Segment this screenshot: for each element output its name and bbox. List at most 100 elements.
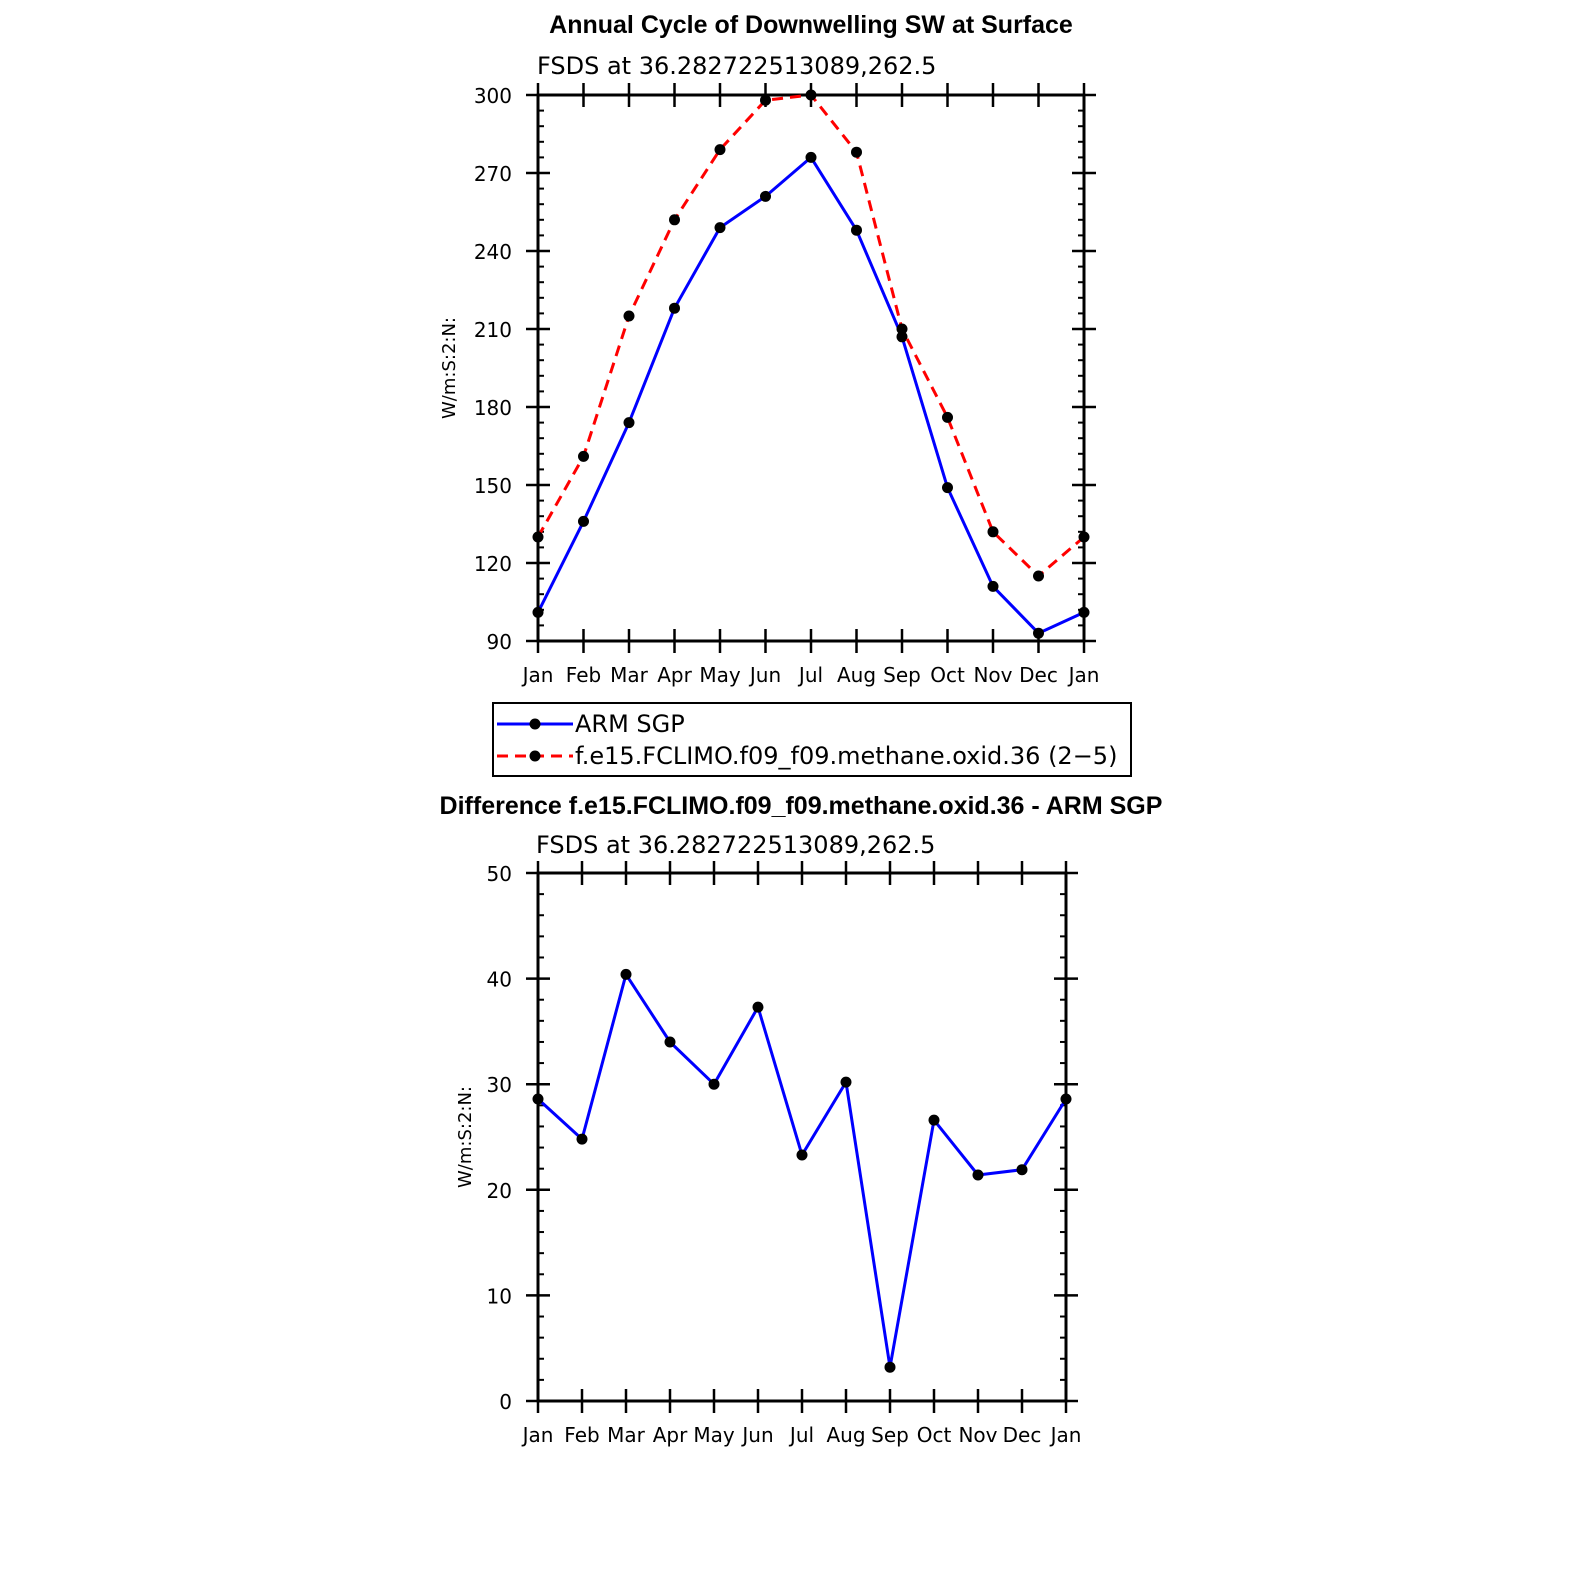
data-point [851,146,862,158]
data-point [796,1149,808,1161]
x-tick-label: Apr [653,1423,688,1447]
data-point [1078,531,1090,543]
legend-marker-arm [529,718,541,730]
x-tick-label: Jan [1049,1423,1082,1447]
data-point [987,526,999,538]
x-tick-label: Feb [564,1423,599,1447]
y-tick-label: 0 [499,1390,512,1414]
legend: ARM SGP f.e15.FCLIMO.f09_f09.methane.oxi… [492,702,1132,777]
data-point [1016,1164,1028,1176]
x-tick-label: Nov [973,663,1012,687]
data-point [1033,627,1044,639]
data-point [714,144,726,156]
x-tick-label: Jul [797,663,823,687]
data-point [884,1361,896,1373]
plot-frame [536,93,1086,643]
x-tick-label: Jul [788,1423,814,1447]
data-point [532,531,544,543]
x-tick-label: May [699,663,741,687]
y-tick-labels: 90 120 150 180 210 240 270 300 [474,84,512,654]
x-tick-label: Oct [917,1423,952,1447]
legend-label-arm: ARM SGP [575,710,685,738]
x-tick-label: Aug [826,1423,865,1447]
data-point [532,1093,544,1105]
x-tick-label: May [693,1423,735,1447]
x-tick-label: Dec [1019,663,1058,687]
data-point [805,89,817,101]
x-tick-label: Sep [883,663,921,687]
data-point [928,1114,940,1126]
chart-subtitle: FSDS at 36.282722513089,262.5 [537,52,936,80]
legend-label-model: f.e15.FCLIMO.f09_f09.methane.oxid.36 (2−… [575,742,1117,770]
data-point [623,310,635,322]
data-point [840,1076,852,1088]
plot-frame [536,871,1068,1403]
data-point [752,1001,764,1013]
y-tick-label: 50 [487,862,512,886]
data-point [576,1133,588,1145]
series-line-0 [536,155,1085,635]
data-point [578,450,589,462]
x-tick-label: Mar [610,663,649,687]
chart-title: Annual Cycle of Downwelling SW at Surfac… [549,11,1073,39]
y-axis-label: W/m:S:2:N: [439,317,460,419]
x-tick-label: Oct [930,663,965,687]
data-point [851,224,862,236]
x-tick-label: Sep [871,1423,909,1447]
data-point [805,151,817,163]
series-group [532,968,1072,1373]
x-tick-label: Jun [748,663,781,687]
y-tick-label: 20 [487,1179,512,1203]
data-point [896,331,908,343]
y-tick-label: 40 [487,968,512,992]
x-tick-label: Nov [958,1423,997,1447]
x-tick-label: Jan [521,1423,554,1447]
data-point [620,968,632,980]
data-point [708,1078,720,1090]
data-point [669,214,680,226]
y-tick-labels: 0 10 20 30 40 50 [487,862,512,1414]
data-point [942,411,953,423]
data-point [664,1036,676,1048]
series-line-1 [536,93,1085,578]
data-point [1033,570,1044,582]
data-point [987,580,999,592]
data-point [760,94,771,106]
x-tick-label: Jan [521,663,554,687]
x-tick-label: Feb [566,663,601,687]
y-axis-label: W/m:S:2:N: [455,1086,476,1188]
y-tick-label: 240 [474,240,512,264]
x-tick-label: Dec [1003,1423,1042,1447]
data-point [532,606,544,618]
legend-marker-model [529,750,541,762]
data-point [972,1169,984,1181]
x-tick-label: Apr [657,663,692,687]
data-point [623,417,635,429]
y-tick-label: 300 [474,84,512,108]
x-tick-label: Jan [1067,663,1100,687]
y-tick-label: 210 [474,318,512,342]
x-tick-label: Aug [837,663,876,687]
x-tick-labels: Jan Feb Mar Apr May Jun Jul Aug Sep Oct Nov Dec Jan [521,1423,1082,1447]
y-tick-label: 150 [474,474,512,498]
chart-title: Difference f.e15.FCLIMO.f09_f09.methane.… [440,792,1163,820]
series-line-0 [536,972,1068,1369]
data-point [669,302,680,314]
x-tick-label: Mar [607,1423,646,1447]
annual-cycle-panel: Annual Cycle of Downwelling SW at Surfac… [439,11,1132,777]
data-point [896,323,908,335]
y-tick-label: 120 [474,552,512,576]
series-group [532,89,1090,639]
data-point [1078,606,1090,618]
y-tick-label: 30 [487,1073,512,1097]
data-point [760,190,771,202]
chart-subtitle: FSDS at 36.282722513089,262.5 [536,831,935,859]
x-tick-label: Jun [740,1423,773,1447]
data-point [578,515,589,527]
y-tick-label: 270 [474,162,512,186]
data-point [942,482,953,494]
x-tick-labels: Jan Feb Mar Apr May Jun Jul Aug Sep Oct Nov Dec Jan [521,663,1100,687]
y-tick-label: 90 [487,630,512,654]
data-point [1060,1093,1072,1105]
